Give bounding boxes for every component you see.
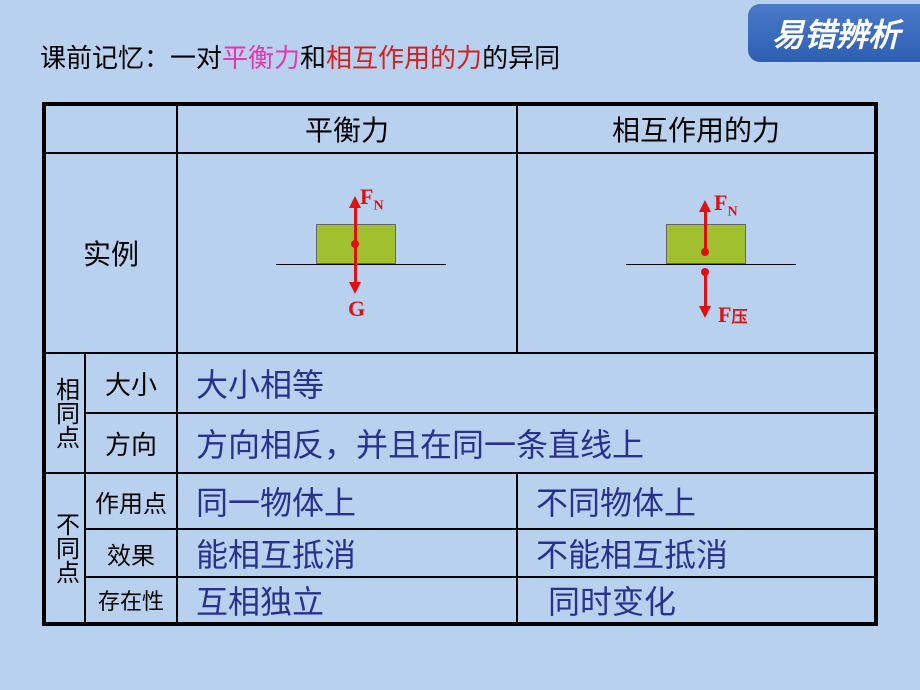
attr-exist: 存在性 [85, 577, 177, 623]
table-header-row: 平衡力 相互作用的力 [45, 105, 875, 153]
diff-row-exist: 存在性 互相独立 同时变化 [85, 577, 875, 623]
title-interaction: 相互作用的力 [326, 43, 482, 73]
same-size-value: 大小相等 [177, 353, 875, 413]
diff-point-balance: 同一物体上 [177, 473, 517, 529]
attr-direction: 方向 [85, 413, 177, 473]
force-fn-line [704, 210, 707, 250]
attr-effect: 效果 [85, 529, 177, 577]
force-g-label: G [348, 296, 365, 322]
diagram-interaction: FN F压 [517, 153, 875, 353]
diff-section: 不同点 作用点 同一物体上 不同物体上 效果 能相互抵消 不能相互抵消 存在性 … [45, 473, 875, 623]
force-fn-label: FN [360, 184, 384, 214]
diff-effect-interaction: 不能相互抵消 [517, 529, 875, 577]
title-balance: 平衡力 [222, 43, 300, 73]
badge: 易错辨析 [748, 4, 920, 62]
force-g-line [354, 246, 357, 284]
force-fp-line [704, 272, 707, 308]
ground-line [276, 264, 446, 265]
force-fp-label: F压 [718, 302, 747, 328]
ground-line [626, 264, 796, 265]
force-origin-dot-top [701, 248, 709, 256]
title-prefix: 课前记忆：一对 [40, 43, 222, 73]
diff-row-effect: 效果 能相互抵消 不能相互抵消 [85, 529, 875, 577]
diagram-balance: FN G [177, 153, 517, 353]
force-g-arrow [349, 282, 361, 294]
header-balance: 平衡力 [177, 105, 517, 153]
diff-exist-balance: 互相独立 [177, 577, 517, 623]
attr-size: 大小 [85, 353, 177, 413]
diff-row-point: 作用点 同一物体上 不同物体上 [85, 473, 875, 529]
same-direction-value: 方向相反，并且在同一条直线上 [177, 413, 875, 473]
same-label: 相同点 [45, 353, 85, 473]
same-row-direction: 方向 方向相反，并且在同一条直线上 [85, 413, 875, 473]
same-row-size: 大小 大小相等 [85, 353, 875, 413]
force-fp-arrow [699, 306, 711, 318]
example-row: 实例 FN G FN F压 [45, 153, 875, 353]
header-stub [45, 105, 177, 153]
attr-point: 作用点 [85, 473, 177, 529]
same-section: 相同点 大小 大小相等 方向 方向相反，并且在同一条直线上 [45, 353, 875, 473]
header-interaction: 相互作用的力 [517, 105, 875, 153]
force-fn-line [354, 206, 357, 244]
force-fn-label: FN [714, 190, 738, 220]
example-label: 实例 [45, 153, 177, 353]
badge-text: 易错辨析 [772, 17, 900, 53]
diff-point-interaction: 不同物体上 [517, 473, 875, 529]
title-suffix: 的异同 [482, 43, 560, 73]
force-fn-arrow [699, 200, 711, 212]
page-title: 课前记忆：一对平衡力和相互作用的力的异同 [40, 38, 560, 75]
diff-exist-interaction: 同时变化 [517, 577, 875, 623]
comparison-table: 平衡力 相互作用的力 实例 FN G FN F压 [42, 102, 878, 626]
diff-label: 不同点 [45, 473, 85, 623]
diff-effect-balance: 能相互抵消 [177, 529, 517, 577]
title-mid: 和 [300, 43, 326, 73]
